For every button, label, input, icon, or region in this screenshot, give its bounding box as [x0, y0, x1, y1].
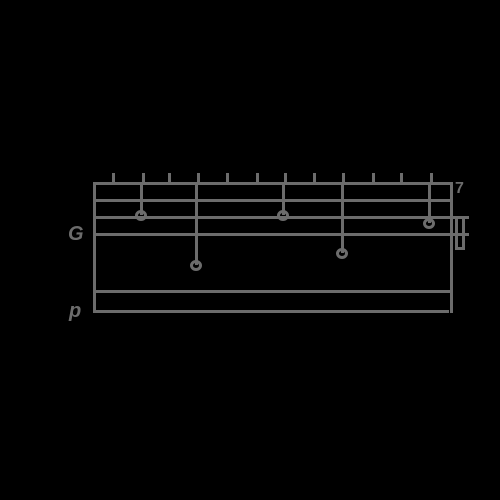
repeat-post-2 — [462, 216, 465, 250]
ruler-tick-12 — [430, 173, 433, 183]
music-staff: Gp 7 — [0, 0, 500, 500]
dynamic-glyph: p — [69, 300, 81, 323]
notehead-2 — [190, 260, 202, 271]
staff-line-2 — [93, 199, 450, 202]
repeat-cap-top — [455, 216, 465, 219]
ruler-tick-2 — [142, 173, 145, 183]
notehead-4 — [336, 248, 348, 259]
ruler-tick-6 — [256, 173, 259, 183]
notehead-5 — [423, 218, 435, 229]
ruler-tick-1 — [112, 173, 115, 183]
notehead-3 — [277, 210, 289, 221]
note-stem-2 — [195, 184, 198, 265]
note-stem-4 — [341, 184, 344, 253]
repeat-post-1 — [455, 216, 458, 250]
clef-glyph: G — [68, 223, 84, 246]
ruler-tick-11 — [400, 173, 403, 183]
barline-left — [93, 182, 96, 313]
staff-line-4 — [93, 233, 469, 236]
staff-line-1 — [93, 182, 450, 185]
notehead-1 — [135, 210, 147, 221]
ruler-tick-5 — [226, 173, 229, 183]
ruler-tick-8 — [313, 173, 316, 183]
ruler-tick-7 — [284, 173, 287, 183]
ruler-tick-9 — [342, 173, 345, 183]
staff-line-6 — [93, 310, 449, 313]
ruler-tick-3 — [168, 173, 171, 183]
ruler-tick-10 — [372, 173, 375, 183]
right-tail-glyph: 7 — [455, 180, 464, 198]
barline-right — [450, 182, 453, 313]
ruler-tick-4 — [197, 173, 200, 183]
staff-line-5 — [93, 290, 450, 293]
repeat-cap-bottom — [455, 247, 465, 250]
